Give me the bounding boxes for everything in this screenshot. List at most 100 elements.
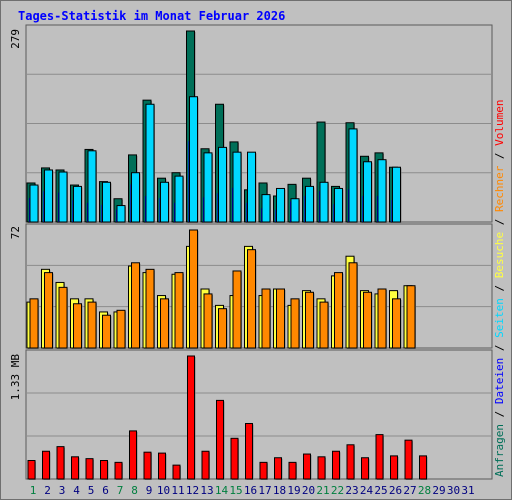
volumen-bar [230, 437, 239, 480]
seiten-bar [348, 128, 358, 223]
x-axis-tick-label: 18 [273, 484, 286, 497]
volumen-bar [187, 355, 195, 480]
rechner-bar [102, 314, 111, 349]
volumen-bar [201, 450, 210, 480]
volumen-bar [245, 423, 253, 480]
x-axis-tick-label: 1 [30, 484, 37, 497]
x-axis-tick-label: 3 [59, 484, 66, 497]
seiten-bar [392, 166, 401, 223]
x-axis-tick-label: 17 [258, 484, 271, 497]
volumen-bar [42, 450, 50, 480]
x-axis-tick-label: 6 [102, 484, 109, 497]
x-axis-tick-label: 21 [316, 484, 329, 497]
rechner-bar [87, 301, 97, 349]
volumen-bar [361, 457, 369, 480]
legend-item: / [493, 404, 506, 424]
volumen-bar [419, 455, 427, 480]
legend-item: Seiten [493, 298, 506, 338]
volumen-bar [375, 434, 384, 480]
x-axis-tick-label: 11 [171, 484, 184, 497]
plot-panel-3 [25, 349, 493, 480]
volumen-bar [27, 460, 36, 480]
volumen-bar [317, 456, 326, 480]
volumen-bar [303, 453, 311, 480]
volumen-bar [172, 464, 181, 480]
x-axis-tick-label: 30 [447, 484, 460, 497]
x-axis-tick-label: 20 [302, 484, 315, 497]
legend-item: Anfragen [493, 424, 506, 477]
x-axis-tick-label: 10 [157, 484, 170, 497]
x-axis-tick-label: 16 [244, 484, 257, 497]
legend: Anfragen / Dateien / Seiten / Besuche / … [493, 99, 506, 477]
rechner-bar [203, 293, 213, 349]
x-axis-tick-label: 19 [287, 484, 300, 497]
x-axis-tick-label: 7 [117, 484, 124, 497]
rechner-bar [218, 308, 227, 349]
x-axis-tick-label: 23 [345, 484, 358, 497]
x-axis-tick-label: 2 [44, 484, 51, 497]
rechner-bar [116, 309, 126, 349]
rechner-bar [261, 288, 271, 349]
volumen-bar [85, 458, 94, 480]
rechner-bar [73, 303, 82, 349]
rechner-bar [44, 272, 53, 349]
y-axis-max-label-1: 279 [9, 29, 22, 49]
volumen-bar [404, 439, 413, 480]
volumen-bar [143, 451, 152, 480]
rechner-bar [232, 270, 242, 349]
seiten-bar [319, 181, 329, 223]
legend-item: / [493, 212, 506, 232]
seiten-bar [261, 194, 271, 223]
x-axis-tick-label: 24 [360, 484, 374, 497]
x-axis-tick-label: 14 [215, 484, 229, 497]
seiten-bar [377, 159, 387, 223]
rechner-bar [29, 298, 39, 349]
seiten-bar [218, 146, 227, 223]
rechner-bar [348, 262, 358, 349]
seiten-bar [58, 171, 68, 223]
seiten-bar [203, 152, 213, 223]
rechner-bar [363, 291, 372, 349]
volumen-bar [390, 455, 398, 480]
x-axis-tick-label: 9 [146, 484, 153, 497]
seiten-bar [189, 96, 198, 223]
rechner-bar [58, 286, 68, 349]
seiten-bar [131, 172, 140, 223]
x-axis-tick-label: 13 [200, 484, 213, 497]
x-axis-tick-label: 4 [73, 484, 80, 497]
seiten-bar [87, 150, 97, 223]
seiten-bar [145, 103, 155, 223]
rechner-bar [392, 298, 401, 349]
rechner-bar [319, 301, 329, 349]
seiten-bar [160, 181, 169, 223]
rechner-bar [160, 298, 169, 349]
y-axis-max-label-2: 72 [9, 226, 22, 239]
volumen-bar [332, 450, 340, 480]
x-axis-tick-label: 29 [432, 484, 445, 497]
x-axis-tick-label: 12 [186, 484, 199, 497]
seiten-bar [174, 175, 184, 223]
volumen-bar [259, 461, 268, 480]
rechner-bar [131, 262, 140, 349]
volumen-bar [129, 430, 137, 480]
legend-item: Rechner [493, 165, 506, 212]
rechner-bar [276, 288, 285, 349]
seiten-bar [290, 198, 300, 223]
volumen-bar [71, 456, 79, 480]
seiten-bar [29, 184, 39, 223]
rechner-bar [247, 249, 256, 349]
volumen-bar [114, 461, 123, 480]
legend-item: Besuche [493, 232, 506, 278]
volumen-bar [274, 457, 282, 480]
legend-item: Volumen [493, 99, 506, 145]
rechner-bar [145, 268, 155, 349]
seiten-bar [232, 151, 242, 223]
legend-item: / [493, 338, 506, 358]
rechner-bar [305, 291, 314, 349]
x-axis-tick-label: 31 [461, 484, 474, 497]
legend-item: / [493, 278, 506, 298]
x-axis-tick-label: 8 [131, 484, 138, 497]
seiten-bar [102, 181, 111, 223]
rechner-bar [290, 298, 300, 349]
volumen-bar [158, 452, 166, 480]
